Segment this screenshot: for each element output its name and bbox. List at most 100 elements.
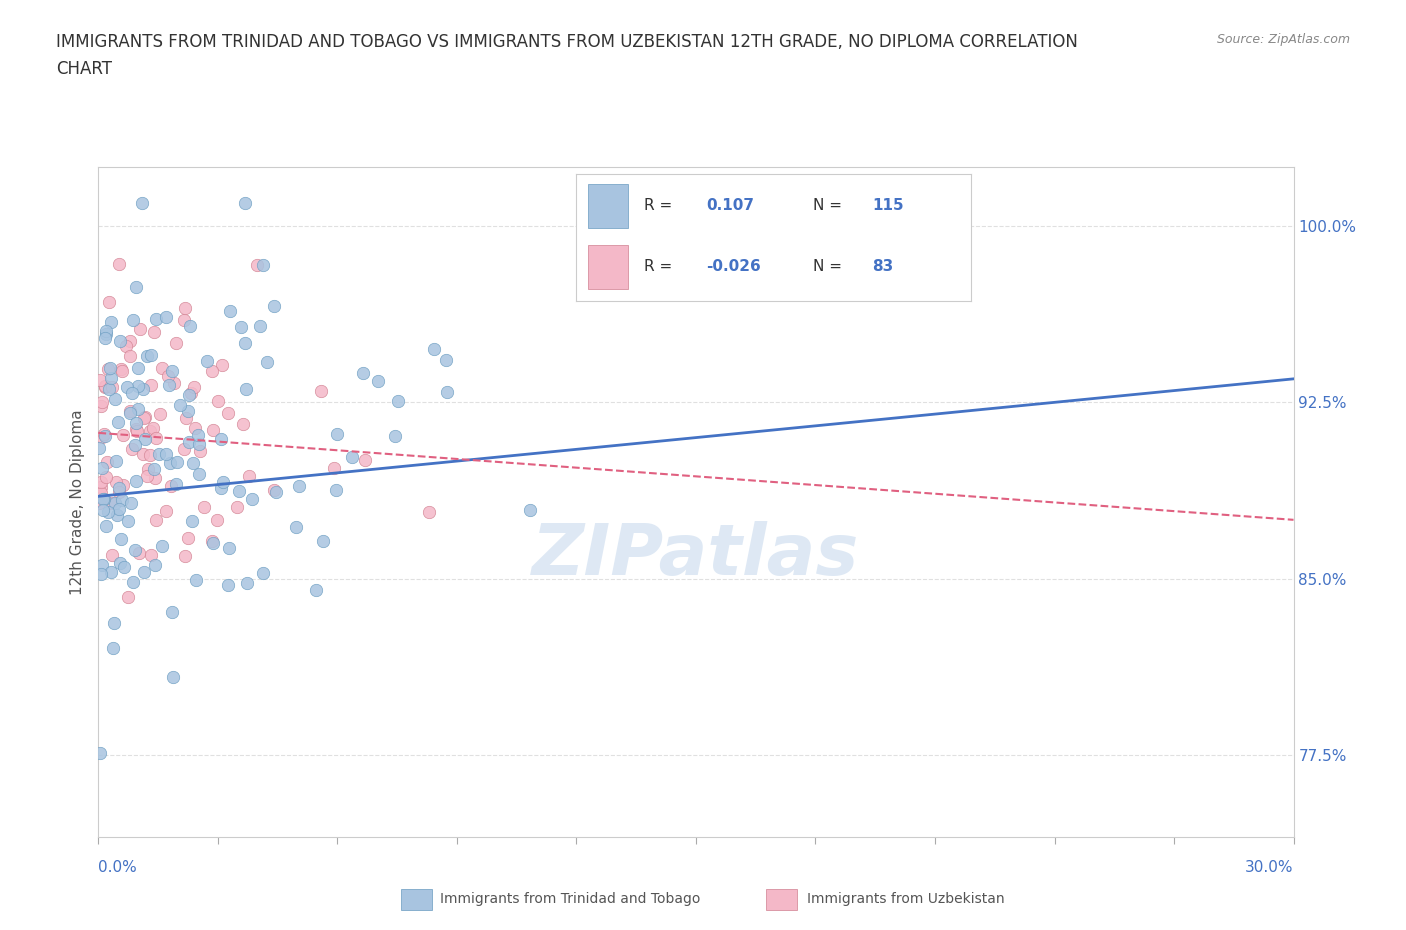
Point: [256, 354, 278, 369]
Point: [179, 319, 201, 334]
Point: [108, 556, 131, 571]
Point: [127, 423, 149, 438]
Point: [232, 417, 254, 432]
Point: [97, 505, 120, 520]
Point: [117, 590, 139, 604]
Point: [207, 393, 229, 408]
Point: [94, 326, 117, 341]
Point: [134, 410, 156, 425]
Point: [266, 485, 288, 499]
Text: 30.0%: 30.0%: [1246, 860, 1294, 875]
Point: [246, 258, 269, 272]
Point: [180, 386, 202, 401]
Point: [160, 604, 183, 619]
Point: [120, 495, 142, 510]
Point: [104, 474, 127, 489]
Point: [180, 514, 202, 529]
Point: [104, 392, 127, 406]
Point: [90, 566, 112, 581]
Point: [101, 548, 124, 563]
Text: Source: ZipAtlas.com: Source: ZipAtlas.com: [1216, 33, 1350, 46]
Point: [139, 447, 162, 462]
Point: [104, 496, 127, 511]
Point: [263, 299, 285, 313]
Point: [249, 319, 271, 334]
Point: [94, 470, 117, 485]
Point: [209, 481, 232, 496]
Point: [181, 455, 204, 470]
Point: [121, 442, 143, 457]
Point: [90, 558, 112, 573]
Point: [235, 381, 257, 396]
Point: [90, 479, 112, 494]
Point: [229, 319, 252, 334]
Point: [112, 428, 135, 443]
Point: [157, 378, 180, 392]
Point: [100, 496, 122, 511]
Point: [418, 505, 440, 520]
Point: [309, 383, 332, 398]
Point: [110, 362, 132, 377]
Point: [138, 461, 160, 476]
Point: [217, 578, 239, 592]
Point: [91, 492, 114, 507]
Point: [124, 280, 146, 295]
Point: [115, 339, 138, 353]
Point: [177, 531, 200, 546]
Point: [125, 421, 148, 436]
Point: [96, 518, 118, 533]
Point: [179, 435, 201, 450]
Point: [160, 364, 183, 379]
Point: [90, 394, 112, 409]
Point: [252, 565, 274, 580]
Point: [367, 373, 389, 388]
Point: [103, 616, 125, 631]
Point: [436, 384, 458, 399]
Point: [90, 460, 112, 475]
Point: [384, 429, 406, 444]
Point: [169, 398, 191, 413]
Point: [174, 300, 197, 315]
Point: [287, 479, 309, 494]
Point: [111, 364, 134, 379]
Point: [201, 364, 224, 379]
Point: [218, 303, 240, 318]
Point: [217, 405, 239, 420]
Point: [121, 386, 143, 401]
Point: [233, 336, 256, 351]
Point: [127, 361, 149, 376]
Point: [149, 407, 172, 422]
Point: [104, 453, 127, 468]
Point: [131, 195, 153, 210]
Point: [173, 312, 195, 327]
Point: [326, 427, 349, 442]
Point: [174, 411, 197, 426]
Point: [183, 379, 205, 394]
Point: [188, 467, 211, 482]
Point: [354, 453, 377, 468]
Point: [166, 454, 188, 469]
Point: [121, 574, 143, 589]
Point: [94, 330, 117, 345]
Point: [128, 322, 150, 337]
Point: [155, 504, 177, 519]
Point: [188, 444, 211, 458]
Point: [89, 746, 111, 761]
Point: [423, 341, 446, 356]
Point: [174, 549, 197, 564]
Point: [108, 485, 131, 499]
Point: [165, 477, 187, 492]
Point: [218, 540, 240, 555]
Point: [139, 548, 162, 563]
Point: [211, 474, 233, 489]
Point: [143, 461, 166, 476]
Point: [111, 493, 134, 508]
Point: [128, 545, 150, 560]
Point: [97, 382, 120, 397]
Point: [90, 399, 112, 414]
Point: [96, 455, 118, 470]
Point: [163, 376, 186, 391]
Point: [94, 380, 117, 395]
Point: [160, 479, 183, 494]
Point: [159, 456, 181, 471]
